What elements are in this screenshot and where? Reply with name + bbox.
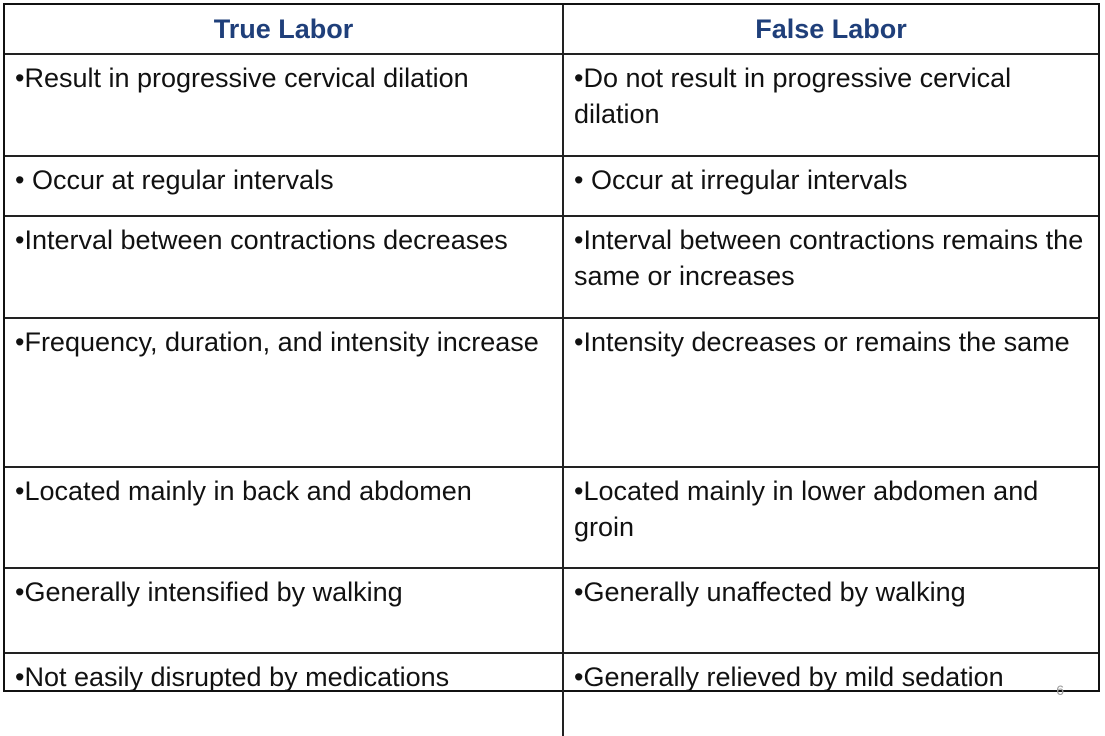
table-row: •Result in progressive cervical dilation… (5, 53, 1098, 157)
false-labor-cell: •Intensity decreases or remains the same (562, 317, 1098, 468)
table-row: • Occur at regular intervals • Occur at … (5, 155, 1098, 217)
comparison-table-frame: True Labor False Labor •Result in progre… (3, 3, 1100, 736)
table-row: •Generally intensified by walking •Gener… (5, 567, 1098, 654)
true-labor-cell: •Located mainly in back and abdomen (5, 466, 564, 569)
slide-number: 6 (1056, 682, 1064, 698)
true-labor-cell: •Frequency, duration, and intensity incr… (5, 317, 564, 468)
table-row: •Located mainly in back and abdomen •Loc… (5, 466, 1098, 569)
true-labor-cell: •Not easily disrupted by medications (5, 652, 564, 736)
false-labor-cell: •Generally unaffected by walking (562, 567, 1098, 654)
false-labor-cell: • Occur at irregular intervals (562, 155, 1098, 217)
false-labor-cell: •Generally relieved by mild sedation (562, 652, 1098, 736)
true-labor-cell: • Occur at regular intervals (5, 155, 564, 217)
false-labor-cell: •Do not result in progressive cervical d… (562, 53, 1098, 157)
false-labor-cell: •Located mainly in lower abdomen and gro… (562, 466, 1098, 569)
false-labor-cell: •Interval between contractions remains t… (562, 215, 1098, 319)
table-row: •Frequency, duration, and intensity incr… (5, 317, 1098, 468)
table-row: •Not easily disrupted by medications •Ge… (5, 652, 1098, 736)
true-labor-cell: •Interval between contractions decreases (5, 215, 564, 319)
true-labor-cell: •Generally intensified by walking (5, 567, 564, 654)
header-true-labor: True Labor (5, 5, 564, 55)
table-row: •Interval between contractions decreases… (5, 215, 1098, 319)
true-labor-cell: •Result in progressive cervical dilation (5, 53, 564, 157)
labor-comparison-table: True Labor False Labor •Result in progre… (5, 5, 1098, 736)
table-header-row: True Labor False Labor (5, 5, 1098, 55)
header-false-labor: False Labor (562, 5, 1098, 55)
